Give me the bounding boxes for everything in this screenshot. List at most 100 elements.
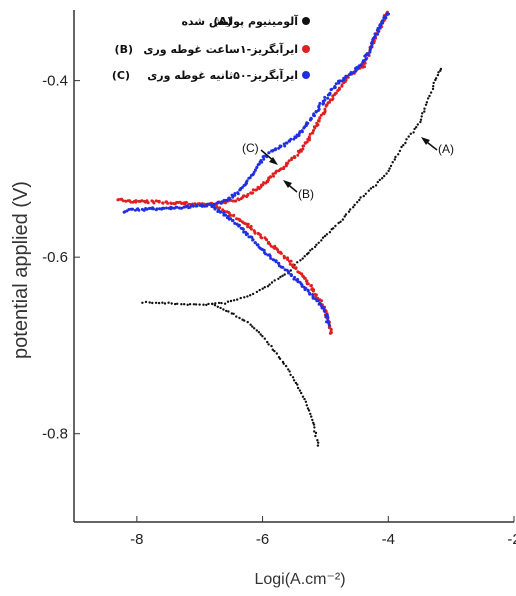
series-a-cathodic-point xyxy=(227,310,230,313)
series-c-anodic-point xyxy=(373,32,377,36)
series-a-anodic-point xyxy=(364,192,367,195)
series-b-anodic-point xyxy=(305,140,309,144)
series-c-cathodic-point xyxy=(281,265,285,269)
series-c-cathodic-point xyxy=(308,291,312,295)
series-b-anodic-point xyxy=(255,188,259,192)
series-c-anodic-point xyxy=(259,159,263,162)
series-a-cathodic-point xyxy=(246,320,249,324)
series-b-anodic-point xyxy=(251,191,255,195)
series-a-cathodic-point xyxy=(305,404,308,407)
series-c-cathodic-point xyxy=(222,211,225,215)
series-c-cathodic-point xyxy=(289,273,293,277)
series-a-anodic-point xyxy=(383,174,386,178)
series-a-anodic-point xyxy=(246,295,249,298)
series-a-cathodic-point xyxy=(255,329,258,332)
series-a-anodic-point xyxy=(325,233,329,236)
series-c-anodic-point xyxy=(359,63,363,67)
series-c-cathodic-point xyxy=(292,277,296,281)
series-b-anodic-point xyxy=(293,155,296,158)
x-tick-label: -2 xyxy=(507,531,516,548)
series-b-anodic-point xyxy=(317,119,321,123)
series-a-anodic-point xyxy=(270,281,274,284)
series-a-anodic-point xyxy=(436,73,440,77)
series-a-cathodic-point xyxy=(259,333,262,336)
series-a-anodic-point xyxy=(258,288,261,292)
series-c-cathodic-point xyxy=(269,256,273,260)
series-c-anodic-point xyxy=(309,116,313,120)
series-b-anodic-point xyxy=(301,147,305,151)
series-a-cathodic-point xyxy=(313,426,316,429)
series-a-anodic-point xyxy=(141,301,144,304)
series-a-anodic-point xyxy=(388,167,391,170)
series-a-cathodic-point xyxy=(310,415,313,418)
series-a-cathodic-point xyxy=(292,379,296,382)
series-a-anodic-point xyxy=(226,300,230,303)
series-c-anodic-point xyxy=(381,19,385,23)
series-a-anodic-point xyxy=(303,255,306,258)
series-a-anodic-point xyxy=(249,294,252,297)
series-a-anodic-point xyxy=(437,71,440,74)
series-a-anodic-point xyxy=(243,296,246,299)
series-a-cathodic-point xyxy=(314,431,318,435)
series-a-anodic-point xyxy=(421,112,424,115)
series-c-anodic-point xyxy=(317,107,321,111)
series-b-anodic-point xyxy=(251,188,255,192)
series-c-anodic-point xyxy=(245,179,249,183)
series-a-anodic-point xyxy=(432,85,435,88)
series-c-anodic-point xyxy=(312,112,316,116)
series-c-anodic-point xyxy=(191,204,195,208)
series-b-anodic-point xyxy=(271,172,275,176)
series-b-cathodic-point xyxy=(316,296,320,300)
series-a-cathodic-point xyxy=(235,315,238,318)
series-c-anodic-point xyxy=(282,142,286,146)
series-a-cathodic-point xyxy=(311,418,314,422)
series-a-anodic-point xyxy=(332,227,335,230)
series-c-anodic-point xyxy=(370,45,373,49)
series-a-anodic-point xyxy=(299,259,302,262)
series-c-anodic-point xyxy=(255,165,259,169)
series-a-anodic-point xyxy=(321,236,325,239)
series-a-anodic-point xyxy=(268,283,271,286)
series-a-anodic-point xyxy=(180,303,183,306)
series-a-anodic-point xyxy=(389,164,393,168)
legend-marker-c xyxy=(302,71,310,79)
legend-item-a: آلومینیوم پولیش شده (A) xyxy=(181,14,310,28)
series-a-anodic-point xyxy=(341,218,345,221)
series-c-cathodic-point xyxy=(313,297,317,301)
series-b-anodic-point xyxy=(146,201,150,205)
series-b-anodic-point xyxy=(157,199,161,203)
series-c-cathodic-point xyxy=(251,238,255,242)
series-c-cathodic-point xyxy=(262,248,266,252)
series-a-anodic-point xyxy=(157,301,161,305)
series-c-anodic-point xyxy=(326,96,330,100)
series-a-anodic-point xyxy=(263,286,266,289)
x-axis-title: Logi(A.cm⁻²) xyxy=(254,571,345,588)
series-a-anodic-point xyxy=(434,77,438,80)
series-c-cathodic-point xyxy=(216,210,220,213)
legend-letter-b: (B) xyxy=(115,43,133,56)
series-b-anodic-point xyxy=(282,165,286,169)
series-b-anodic-point xyxy=(312,129,315,132)
series-a-anodic-point xyxy=(144,300,148,304)
series-a-anodic-point xyxy=(194,303,198,306)
series-a-anodic-point xyxy=(283,273,286,276)
series-b-anodic-point xyxy=(296,149,300,153)
series-a-anodic-point xyxy=(309,249,312,252)
legend-marker-b xyxy=(302,45,310,53)
series-b-cathodic-point xyxy=(306,282,310,286)
series-c-cathodic-point xyxy=(327,321,331,325)
series-c-anodic-point xyxy=(334,82,338,86)
series-a-anodic-point xyxy=(398,149,402,153)
series-c-anodic-point xyxy=(262,157,266,161)
series-b-anodic-point xyxy=(299,148,303,152)
series-b-cathodic-point xyxy=(304,279,308,283)
series-a-anodic-point xyxy=(148,301,151,304)
series-c-anodic-point xyxy=(328,91,332,95)
series-a-anodic-point xyxy=(151,301,154,305)
series-b-cathodic-point xyxy=(253,231,257,235)
annotation-a-label: (A) xyxy=(438,142,454,156)
series-a-anodic-point xyxy=(188,303,192,306)
series-c-anodic-point xyxy=(230,193,234,197)
series-a-anodic-point xyxy=(296,261,299,264)
series-a-anodic-point xyxy=(359,196,362,199)
